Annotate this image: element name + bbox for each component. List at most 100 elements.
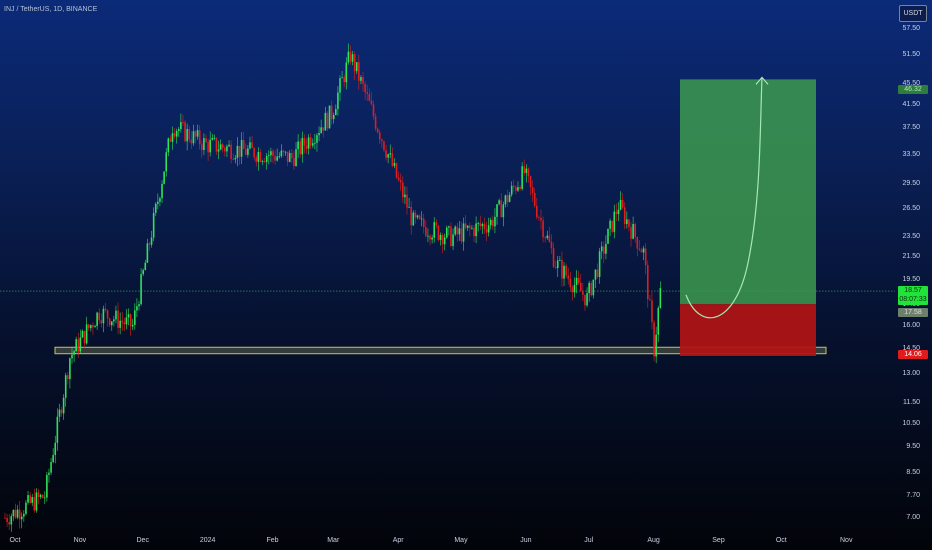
- candle-body: [450, 226, 452, 247]
- candle-body: [60, 409, 63, 414]
- candle-body: [512, 185, 515, 188]
- price-axis-label: 41.50: [902, 100, 920, 108]
- candle-body: [644, 248, 647, 266]
- candle-body: [370, 100, 373, 105]
- candle-body: [23, 513, 25, 517]
- candle-body: [408, 206, 410, 208]
- candle-body: [52, 455, 54, 463]
- candle-body: [175, 130, 178, 137]
- candle-body: [37, 492, 40, 498]
- candle-body: [466, 225, 469, 228]
- candle-body: [226, 146, 228, 152]
- profit-zone: [680, 79, 816, 305]
- time-axis-label: Jun: [520, 537, 532, 544]
- candle-body: [328, 105, 331, 129]
- candle-body: [113, 319, 115, 322]
- candle-body: [339, 78, 341, 93]
- candle-body: [508, 194, 511, 202]
- candle-body: [651, 300, 653, 323]
- candle-body: [399, 180, 402, 183]
- candle-body: [64, 375, 67, 398]
- candle-body: [376, 128, 379, 133]
- support-zone: [54, 346, 827, 355]
- candle-body: [575, 277, 578, 285]
- candle-body: [387, 154, 389, 158]
- candle-body: [385, 150, 387, 158]
- candle-body: [345, 62, 348, 83]
- currency-button[interactable]: USDT: [899, 5, 927, 22]
- time-axis-label: Jul: [584, 537, 594, 544]
- candle-body: [378, 132, 381, 140]
- candle-body: [322, 127, 325, 131]
- candle-body: [341, 77, 343, 79]
- candle-body: [280, 150, 283, 157]
- symbol-title: INJ / TetherUS, 1D, BINANCE: [4, 6, 98, 13]
- candle-body: [594, 269, 597, 280]
- price-axis-label: 7.00: [906, 513, 920, 521]
- candle-body: [372, 104, 375, 117]
- candle-body: [286, 151, 289, 162]
- candle-body: [244, 148, 247, 155]
- candle-body: [659, 288, 662, 308]
- candle-body: [234, 157, 237, 160]
- candle-body: [542, 220, 544, 238]
- candle-body: [242, 139, 245, 149]
- candle-body: [106, 310, 109, 319]
- candle-body: [148, 243, 151, 245]
- candle-body: [577, 277, 580, 283]
- candle-body: [265, 155, 268, 162]
- candle-body: [452, 234, 454, 247]
- time-axis-label: 2024: [199, 537, 216, 544]
- candle-body: [458, 228, 461, 235]
- candle-body: [640, 249, 643, 253]
- candle-body: [515, 187, 517, 191]
- candle-body: [487, 225, 490, 233]
- candle-body: [533, 192, 536, 206]
- price-axis-label: 23.50: [902, 232, 920, 240]
- candle-body: [655, 334, 657, 357]
- candle-body: [554, 266, 557, 269]
- candle-body: [393, 163, 396, 166]
- candle-body: [374, 116, 377, 129]
- price-axis-label: 33.50: [902, 150, 920, 158]
- candle-body: [383, 141, 385, 151]
- candle-body: [192, 131, 195, 144]
- candle-body: [590, 282, 593, 296]
- candle-body: [437, 225, 440, 241]
- candle-body: [381, 139, 383, 142]
- candle-body: [433, 222, 436, 238]
- candle-body: [240, 139, 243, 157]
- candle-body: [364, 83, 366, 93]
- candle-body: [389, 153, 392, 155]
- candle-body: [538, 217, 540, 218]
- candle-body: [592, 279, 595, 296]
- price-axis-label: 45.50: [902, 79, 920, 87]
- candle-body: [483, 224, 486, 230]
- candle-body: [579, 282, 582, 292]
- candle-body: [129, 314, 132, 327]
- candle-body: [360, 77, 362, 81]
- candle-body: [134, 310, 136, 325]
- candle-body: [634, 223, 637, 238]
- candle-body: [27, 495, 29, 503]
- candle-body: [297, 141, 299, 150]
- candle-body: [303, 137, 306, 146]
- time-axis-label: Feb: [266, 537, 279, 544]
- candle-body: [186, 129, 188, 142]
- candle-body: [546, 235, 549, 239]
- candle-body: [431, 237, 433, 240]
- candle-body: [498, 200, 500, 205]
- candle-body: [305, 145, 308, 149]
- candle-body: [146, 243, 149, 263]
- candle-body: [299, 141, 302, 155]
- candle-body: [588, 282, 590, 294]
- candle-body: [274, 155, 276, 161]
- candle-body: [154, 203, 157, 213]
- candle-body: [219, 144, 222, 150]
- projection-arrowhead: [755, 76, 769, 85]
- candle-body: [69, 358, 71, 380]
- candle-body: [584, 294, 586, 306]
- candle-body: [464, 223, 467, 228]
